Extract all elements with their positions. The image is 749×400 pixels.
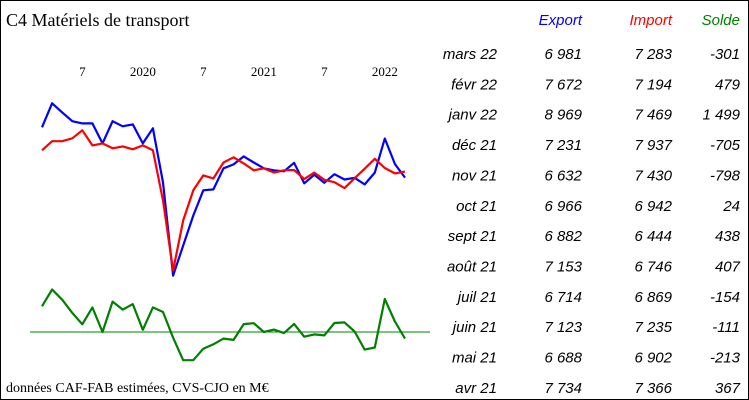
row-label: mai 21 [452,350,497,367]
table-cell: 6 902 [634,350,672,367]
table-cell: -705 [710,137,741,154]
row-label: déc 21 [452,137,497,154]
x-tick-label: 2020 [130,64,156,79]
table-cell: 7 366 [634,380,672,397]
table-cell: -301 [710,46,740,63]
x-tick-label: 7 [321,64,328,79]
table-cell: 6 688 [544,350,582,367]
table-cell: 7 194 [634,76,672,93]
table-cell: 6 869 [634,289,672,306]
row-label: oct 21 [456,198,497,215]
table-cell: 7 430 [634,167,672,184]
series-line [41,288,406,362]
table-cell: 7 123 [544,319,582,336]
table-cell: 7 672 [544,76,582,93]
table-cell: 7 153 [544,258,582,275]
row-label: nov 21 [452,167,497,184]
row-label: avr 21 [455,380,497,397]
table-cell: 6 444 [634,228,672,245]
table-cell: 7 469 [634,107,672,124]
x-tick-label: 2021 [251,64,277,79]
table-cell: -213 [710,350,741,367]
table-cell: 7 734 [544,380,582,397]
table-cell: 6 714 [544,289,582,306]
row-label: mars 22 [443,46,498,63]
x-tick-label: 2022 [372,64,398,79]
row-label: juil 21 [456,289,497,306]
row-label: août 21 [447,258,497,275]
table-cell: -111 [712,319,740,336]
table-cell: -798 [710,167,741,184]
table-cell: 6 966 [544,198,582,215]
table-cell: 6 632 [544,167,582,184]
legend-label: Export [539,12,583,29]
table-cell: 6 746 [634,258,672,275]
legend-label: Import [629,12,672,29]
table-cell: 367 [715,380,741,397]
row-label: sept 21 [448,228,497,245]
table-cell: 479 [715,76,741,93]
x-tick-label: 7 [79,64,86,79]
table-cell: 8 969 [544,107,582,124]
table-cell: 6 882 [544,228,582,245]
table-cell: 407 [715,258,741,275]
table-cell: 7 231 [544,137,582,154]
table-cell: 24 [722,198,740,215]
table-cell: 1 499 [702,107,740,124]
table-cell: 6 942 [634,198,672,215]
row-label: janv 22 [447,107,498,124]
table-cell: 7 283 [634,46,672,63]
table-cell: 6 981 [544,46,582,63]
series-line [41,129,406,272]
x-tick-label: 7 [200,64,207,79]
table-cell: 7 937 [634,137,672,154]
note: données CAF-FAB estimées, CVS-CJO en M€ [6,381,269,396]
row-label: juin 21 [451,319,497,336]
chart-title: C4 Matériels de transport [6,10,189,30]
table-cell: 7 235 [634,319,672,336]
row-label: févr 22 [451,76,498,93]
legend-label: Solde [702,12,740,29]
table-cell: -154 [710,289,740,306]
table-cell: 438 [715,228,741,245]
